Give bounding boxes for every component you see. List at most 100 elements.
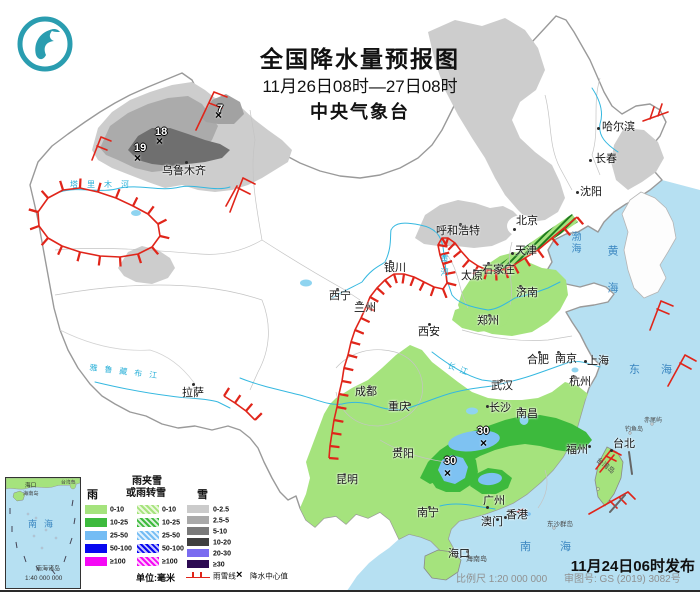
hainan-island <box>423 549 462 581</box>
city-dot-taipei <box>610 449 613 452</box>
legend-range-snow-1: 0-2.5 <box>213 505 230 514</box>
city-dot-xining <box>336 288 339 291</box>
inset-label-nanhai: 南海 <box>28 519 61 529</box>
city-dot-urumqi <box>185 161 188 164</box>
city-dot-hefei <box>538 351 541 354</box>
legend-center-label: 降水中心值 <box>250 572 288 581</box>
city-label-changchun: 长春 <box>595 153 617 165</box>
city-label-fuzhou: 福州 <box>566 444 588 456</box>
inset-title: 南海诸岛 <box>36 565 60 572</box>
legend-swatch-sleet-100 <box>137 557 159 566</box>
city-label-hangzhou: 杭州 <box>569 376 591 388</box>
rain-snow-line-symbol <box>186 577 210 578</box>
legend-swatch-sleet-0-10 <box>137 505 159 514</box>
legend-range-sleet-3: 25-50 <box>162 531 181 540</box>
city-label-nanjing: 南京 <box>555 353 577 365</box>
legend-swatch-sleet-10-25 <box>137 518 159 527</box>
center-x-mark: × <box>215 108 223 122</box>
city-dot-yinchuan <box>389 260 392 263</box>
city-dot-nanjing <box>557 351 560 354</box>
city-label-shanghai: 上海 <box>587 355 609 367</box>
city-label-changsha: 长沙 <box>489 402 511 414</box>
city-dot-nanning <box>428 506 431 509</box>
city-dot-fuzhou <box>588 445 591 448</box>
page-title: 全国降水量预报图 <box>260 46 460 72</box>
snow-center-value-7: 7 <box>217 103 224 115</box>
city-dot-changchun <box>589 159 592 162</box>
legend-x-symbol: × <box>236 569 243 581</box>
rain-snow-boundary-lines <box>38 188 585 460</box>
city-dot-guiyang <box>399 447 402 450</box>
legend-line-label: 雨雪线 <box>213 572 236 581</box>
city-label-hohhot: 呼和浩特 <box>436 225 480 237</box>
legend-swatch-rain-100 <box>85 557 107 566</box>
city-dot-kunming <box>343 473 346 476</box>
legend-range-snow-3: 5-10 <box>213 527 228 536</box>
sea-label-yellow-sea: 黄海 <box>606 245 618 319</box>
korea-peninsula <box>621 191 677 299</box>
legend-snow-title: 雪 <box>197 489 208 501</box>
city-label-haikou: 海口 <box>448 548 470 560</box>
city-dot-chongqing <box>408 403 411 406</box>
island-label-hainan: 海南岛 <box>466 556 487 563</box>
snow-center-value-18: 18 <box>155 126 168 138</box>
approval-number: 审图号: GS (2019) 3082号 <box>564 574 681 585</box>
city-label-wuhan: 武汉 <box>491 380 513 392</box>
legend-swatch-rain-10-25 <box>85 518 107 527</box>
city-label-chengdu: 成都 <box>355 386 377 398</box>
center-x-mark: × <box>134 151 142 165</box>
legend-swatch-snow-0-2.5 <box>187 505 209 513</box>
legend-unit-label: 单位:毫米 <box>136 573 175 583</box>
city-label-guangzhou: 广州 <box>483 495 505 507</box>
city-label-hongkong: 香港 <box>506 509 528 521</box>
city-dot-chengdu <box>368 385 371 388</box>
legend-swatch-snow-2.5-5 <box>187 516 209 524</box>
sea-label-east-china-sea: 东海 <box>629 364 693 376</box>
legend-range-rain-1: 0-10 <box>110 505 125 514</box>
city-dot-nanchang <box>519 407 522 410</box>
wind-barbs <box>91 91 697 516</box>
city-dot-changsha <box>486 405 489 408</box>
city-dot-taiyuan <box>473 269 476 272</box>
city-label-nanning: 南宁 <box>417 507 439 519</box>
rain-snow-line-symbol-tick <box>192 572 194 577</box>
rain-snow-line-symbol-tick <box>200 572 202 577</box>
river-label-yellow-river: 黄河 <box>440 254 449 282</box>
city-label-nanchang: 南昌 <box>516 408 538 420</box>
city-dot-harbin <box>597 127 600 130</box>
rain-center-value-30b: 30 <box>444 455 457 467</box>
legend-sleet-title: 雨夹雪 <box>132 476 162 487</box>
city-label-taipei: 台北 <box>613 438 635 450</box>
city-dot-jinan <box>519 285 522 288</box>
legend-range-sleet-1: 0-10 <box>162 505 177 514</box>
snow-areas <box>92 18 664 284</box>
city-dot-shijiazhuang <box>487 262 490 265</box>
city-dot-xian <box>428 323 431 326</box>
city-dot-macau <box>496 518 499 521</box>
city-dot-beijing <box>513 228 516 231</box>
publish-time: 11月24日06时发布 <box>570 558 695 575</box>
city-label-tianjin: 天津 <box>515 245 537 257</box>
island-label-dongsha: 东沙群岛 <box>547 521 573 528</box>
inset-label-hainan: 海南岛 <box>23 490 39 497</box>
legend-swatch-rain-0-10 <box>85 505 107 514</box>
legend-range-rain-5: ≥100 <box>110 557 126 566</box>
south-china-sea-inset-map: 海口 海南岛 台湾岛 南海 南海诸岛 1:40 000 000 <box>5 477 81 589</box>
legend-swatch-snow-20-30 <box>187 549 209 557</box>
map-scale-text: 比例尺 1:20 000 000 <box>456 574 548 585</box>
city-label-lhasa: 拉萨 <box>182 387 204 399</box>
city-label-guiyang: 贵阳 <box>392 448 414 460</box>
legend-swatch-snow-30 <box>187 560 209 568</box>
legend-swatch-rain-25-50 <box>85 531 107 540</box>
legend-range-sleet-2: 10-25 <box>162 518 181 527</box>
city-dot-guangzhou <box>486 506 489 509</box>
city-label-xian: 西安 <box>418 326 440 338</box>
city-dot-tianjin <box>511 252 514 255</box>
agency-name: 中央气象台 <box>310 102 410 122</box>
legend-range-sleet-5: ≥100 <box>162 557 178 566</box>
legend-swatch-snow-10-20 <box>187 538 209 546</box>
legend-swatch-sleet-25-50 <box>137 531 159 540</box>
city-dot-zhengzhou <box>488 314 491 317</box>
city-label-xining: 西宁 <box>329 290 351 302</box>
